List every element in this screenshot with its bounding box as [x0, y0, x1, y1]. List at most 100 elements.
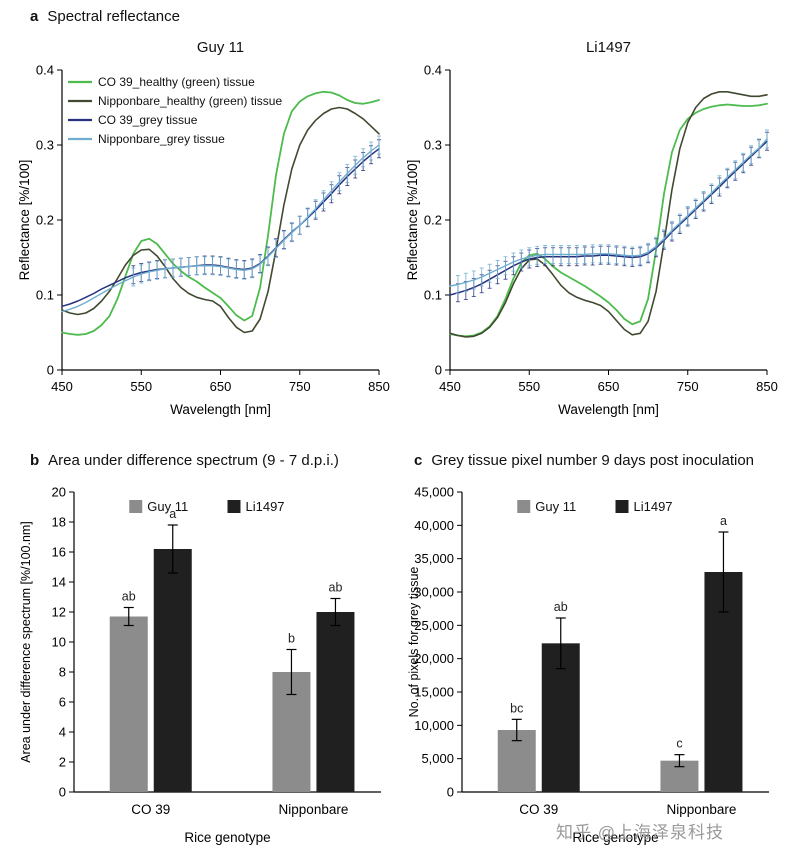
- series-line-0: [449, 102, 768, 338]
- series-line-3: [61, 144, 380, 313]
- y-tick-label: 0.1: [424, 288, 442, 303]
- x-tick-label: 850: [368, 379, 390, 394]
- y-tick-label: 0.1: [36, 288, 54, 303]
- x-axis-label: Rice genotype: [572, 830, 658, 845]
- panel-c-title: Grey tissue pixel number 9 days post ino…: [431, 452, 755, 469]
- panel-b-header: b Area under difference spectrum (9 - 7 d…: [30, 452, 339, 469]
- x-tick-label: 750: [677, 379, 699, 394]
- legend-label: Li1497: [246, 499, 285, 514]
- x-tick-label: 650: [210, 379, 232, 394]
- y-tick-label: 0.2: [36, 213, 54, 228]
- y-tick-label: 4: [59, 725, 66, 740]
- y-tick-label: 20,000: [414, 651, 454, 666]
- x-axis-label: Wavelength [nm]: [170, 402, 271, 417]
- panel-b-letter: b: [30, 452, 40, 469]
- significance-letter: ab: [122, 590, 136, 604]
- series-line-3: [449, 138, 768, 287]
- y-tick-label: 35,000: [414, 551, 454, 566]
- significance-letter: b: [288, 632, 295, 646]
- bar-chart-pixel-number: 0 5,000 10,000 15,000 20,000 25,000 30,000 35,0…: [407, 485, 769, 845]
- y-tick-label: 25,000: [414, 618, 454, 633]
- bar-chart-pixel-number-block: 0 5,000 10,000 15,000 20,000 25,000 30,000 35,0…: [404, 482, 779, 854]
- y-tick-label: 10: [52, 635, 66, 650]
- legend-label: Li1497: [634, 499, 673, 514]
- y-axis-label: No. of pixels for grey tissue: [407, 567, 421, 718]
- bar-chart-difference-spectrum-block: 0 2 4 6 8 10 12 14 16 18 20 Area under difference s…: [16, 482, 391, 854]
- y-axis-label: Reflectance [%/100]: [17, 160, 32, 281]
- category-label: CO 39: [131, 802, 170, 817]
- legend-label: Guy 11: [535, 499, 576, 514]
- legend-label: CO 39_healthy (green) tissue: [98, 75, 255, 89]
- x-axis-label: Rice genotype: [184, 830, 270, 845]
- category-label: Nipponbare: [667, 802, 737, 817]
- y-tick-label: 0.4: [424, 63, 442, 78]
- bar-guy-11-0: [109, 616, 148, 792]
- watermark: 知乎 @上海泽泉科技: [556, 823, 724, 842]
- legend-label: CO 39_grey tissue: [98, 113, 198, 127]
- bar-chart-difference-spectrum: 0 2 4 6 8 10 12 14 16 18 20 Area under difference s…: [19, 485, 381, 845]
- y-tick-label: 0.3: [36, 138, 54, 153]
- line-chart-guy11-block: Guy 11 0 0.1 0.2 0.3 0.4 450 550 650 750 850 Wavele…: [16, 30, 391, 422]
- category-label: CO 39: [519, 802, 558, 817]
- y-tick-label: 0.3: [424, 138, 442, 153]
- significance-letter: a: [720, 514, 727, 528]
- x-tick-label: 450: [439, 379, 461, 394]
- significance-letter: c: [676, 737, 682, 751]
- x-tick-label: 450: [51, 379, 73, 394]
- y-tick-label: 10,000: [414, 718, 454, 733]
- significance-letter: ab: [554, 600, 568, 614]
- x-axis-label: Wavelength [nm]: [558, 402, 659, 417]
- significance-letter: bc: [510, 701, 523, 715]
- y-tick-label: 15,000: [414, 685, 454, 700]
- x-tick-label: 850: [756, 379, 778, 394]
- y-tick-label: 8: [59, 665, 66, 680]
- y-tick-label: 20: [52, 485, 66, 500]
- y-tick-label: 0: [435, 363, 442, 378]
- legend-swatch: [517, 500, 531, 513]
- y-axis-label: Area under difference spectrum [%/100.nm…: [19, 521, 33, 763]
- chart-title: Guy 11: [197, 39, 244, 56]
- y-tick-label: 0: [447, 785, 454, 800]
- bar-li1497-0: [153, 549, 192, 792]
- y-tick-label: 6: [59, 695, 66, 710]
- legend-label: Guy 11: [147, 499, 188, 514]
- legend-label: Nipponbare_grey tissue: [98, 132, 225, 146]
- y-tick-label: 45,000: [414, 485, 454, 500]
- y-tick-label: 12: [52, 605, 66, 620]
- significance-letter: ab: [329, 581, 343, 595]
- line-chart-guy11: Guy 11 0 0.1 0.2 0.3 0.4 450 550 650 750 850 Wavele…: [17, 39, 390, 417]
- y-tick-label: 0: [59, 785, 66, 800]
- legend-swatch: [615, 500, 629, 513]
- series-line-2: [61, 148, 380, 308]
- line-chart-li1497-block: Li1497 0 0.1 0.2 0.3 0.4 450 550 650 750 850 Wavele…: [404, 30, 779, 422]
- significance-letter: a: [169, 507, 176, 521]
- panel-a-title: Spectral reflectance: [47, 8, 180, 25]
- panel-b-title: Area under difference spectrum (9 - 7 d.…: [48, 452, 339, 469]
- panel-a-header: a Spectral reflectance: [30, 8, 180, 25]
- x-tick-label: 550: [130, 379, 152, 394]
- y-tick-label: 2: [59, 755, 66, 770]
- y-tick-label: 14: [52, 575, 66, 590]
- x-tick-label: 650: [598, 379, 620, 394]
- panel-c-header: c Grey tissue pixel number 9 days post in…: [414, 452, 754, 469]
- y-axis-label: Reflectance [%/100]: [405, 160, 420, 281]
- line-chart-li1497: Li1497 0 0.1 0.2 0.3 0.4 450 550 650 750 850 Wavele…: [405, 39, 778, 417]
- y-tick-label: 5,000: [421, 751, 454, 766]
- legend-swatch: [129, 500, 143, 513]
- y-tick-label: 18: [52, 515, 66, 530]
- series-line-0: [61, 90, 380, 336]
- legend-label: Nipponbare_healthy (green) tissue: [98, 94, 282, 108]
- x-tick-label: 550: [518, 379, 540, 394]
- x-tick-label: 750: [289, 379, 311, 394]
- y-tick-label: 0.4: [36, 63, 54, 78]
- panel-c-letter: c: [414, 452, 423, 469]
- y-tick-label: 40,000: [414, 518, 454, 533]
- bar-li1497-1: [316, 612, 355, 792]
- panel-a-letter: a: [30, 8, 39, 25]
- category-label: Nipponbare: [279, 802, 349, 817]
- y-tick-label: 0.2: [424, 213, 442, 228]
- legend-swatch: [227, 500, 241, 513]
- y-tick-label: 16: [52, 545, 66, 560]
- y-tick-label: 0: [47, 363, 54, 378]
